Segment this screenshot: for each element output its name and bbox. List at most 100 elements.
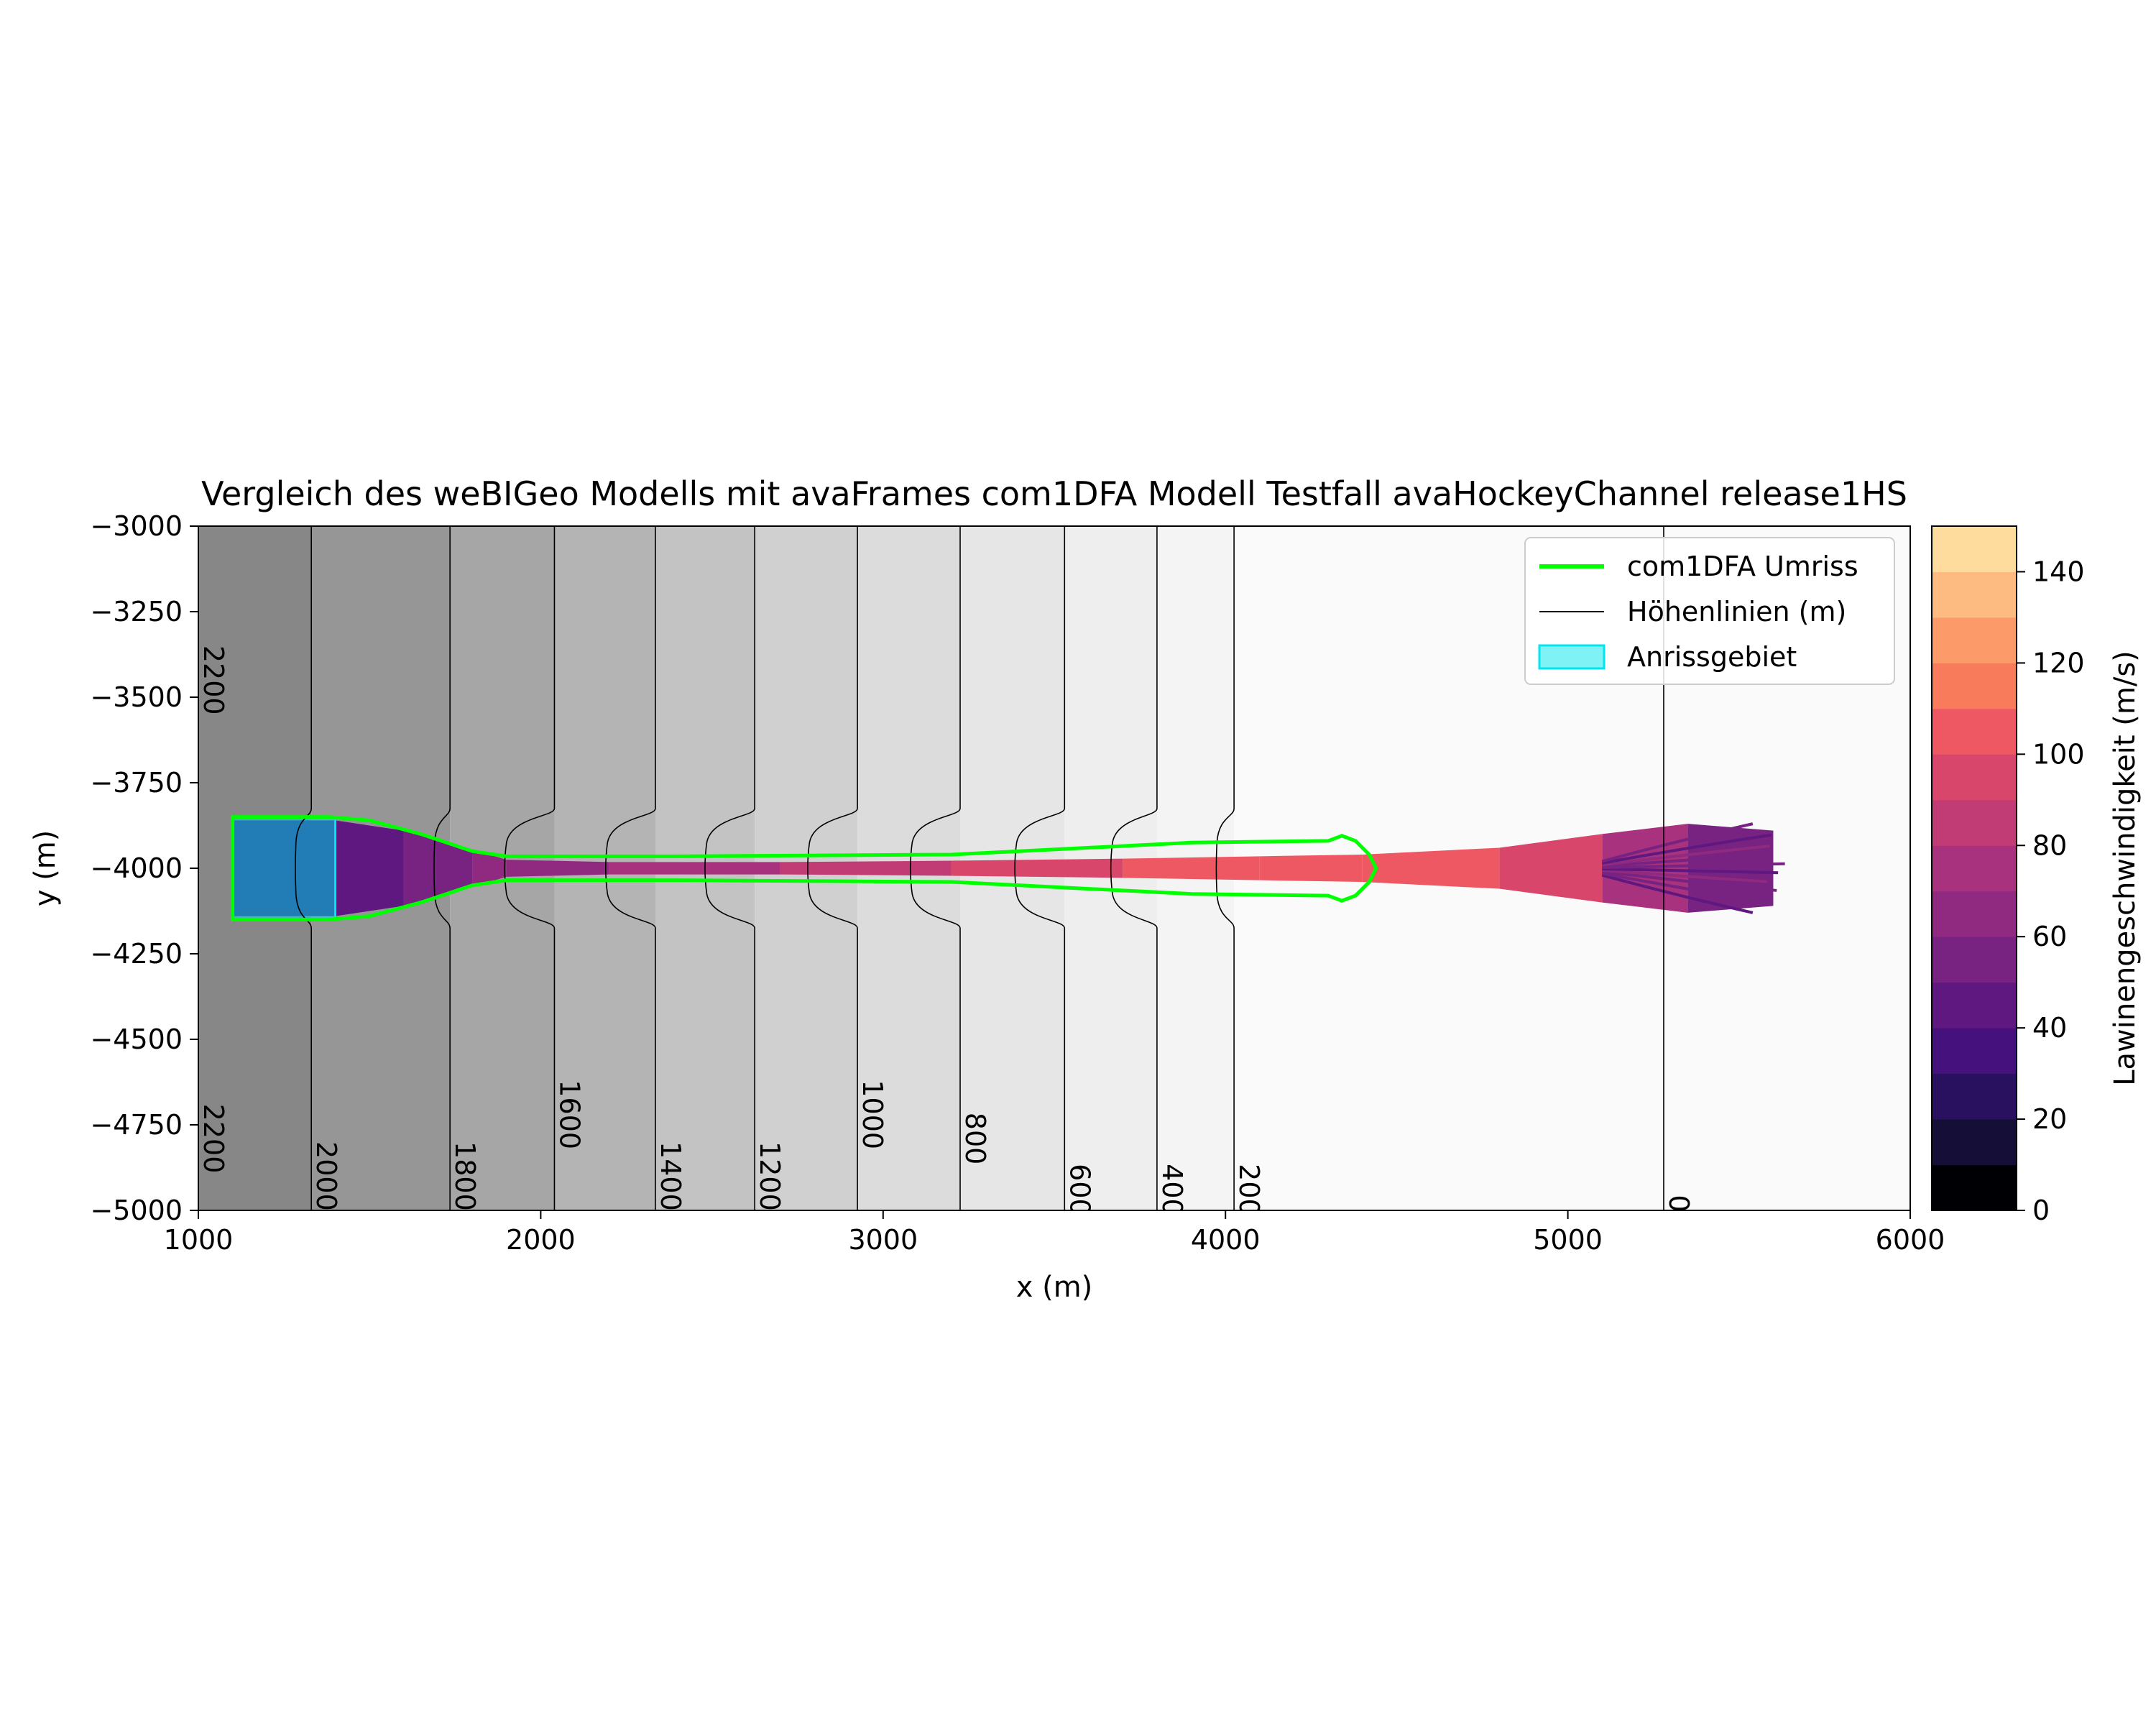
x-tick-label-5: 6000 — [1876, 1224, 1945, 1256]
colorbar-tick-label-3: 60 — [2032, 921, 2067, 952]
runout-finger-0 — [1601, 873, 1754, 914]
velocity-segment-6 — [780, 860, 952, 876]
colorbar-tick-label-0: 0 — [2032, 1195, 2050, 1226]
y-tick-label-8: −5000 — [90, 1195, 183, 1226]
y-tick-label-2: −3500 — [90, 681, 183, 713]
y-tick-label-7: −4750 — [90, 1109, 183, 1141]
runout-finger-3 — [1602, 868, 1767, 883]
contour-label-10: 400 — [1156, 1164, 1188, 1216]
contour-label-0: 2200 — [198, 645, 229, 715]
colorbar-bin-14 — [1932, 526, 2017, 572]
contour-label-1: 2200 — [198, 1104, 229, 1174]
colorbar-bin-12 — [1932, 617, 2017, 663]
legend-label-outline: com1DFA Umriss — [1627, 551, 1858, 582]
contour-label-12: 0 — [1663, 1195, 1695, 1212]
x-tick-label-2: 3000 — [848, 1224, 918, 1256]
colorbar-bin-9 — [1932, 754, 2017, 801]
contour-label-9: 600 — [1064, 1164, 1095, 1216]
colorbar-tick-label-7: 140 — [2032, 556, 2085, 587]
colorbar-bin-11 — [1932, 663, 2017, 709]
y-axis-label: y (m) — [29, 830, 62, 907]
velocity-segment-3 — [472, 849, 507, 888]
elevation-contours — [198, 526, 1664, 1210]
velocity-segment-1 — [335, 820, 404, 916]
runout-finger-2 — [1602, 870, 1777, 892]
colorbar-bin-7 — [1932, 845, 2017, 892]
y-tick-label-6: −4500 — [90, 1024, 183, 1055]
contour-line-1200 — [704, 526, 755, 1210]
colorbar-tick-label-2: 40 — [2032, 1012, 2067, 1044]
velocity-segment-4 — [506, 860, 609, 877]
y-tick-label-3: −3750 — [90, 767, 183, 799]
colorbar-bin-1 — [1932, 1119, 2017, 1166]
colorbar-bin-6 — [1932, 891, 2017, 937]
colorbar-bin-3 — [1932, 1028, 2017, 1075]
contour-line-400 — [1110, 526, 1158, 1210]
x-axis: 1000 2000 3000 4000 5000 6000 — [164, 1210, 1945, 1256]
colorbar: 0 20 40 60 80 100 120 140 — [1931, 525, 2085, 1226]
legend-box — [1524, 537, 1895, 685]
velocity-segment-5 — [609, 862, 780, 875]
contour-label-3: 1800 — [449, 1141, 481, 1211]
velocity-segment-11 — [1499, 834, 1603, 903]
contour-label-4: 1600 — [553, 1080, 585, 1149]
y-tick-label-1: −3250 — [90, 596, 183, 627]
y-axis: −3000 −3250 −3500 −3750 −4000 −4250 −4500 −4750… — [90, 510, 198, 1226]
colorbar-bin-0 — [1932, 1164, 2017, 1211]
contour-label-8: 800 — [959, 1113, 991, 1165]
velocity-segment-8 — [1123, 856, 1260, 880]
legend-label-contours: Höhenlinien (m) — [1627, 596, 1846, 627]
chart-title: Vergleich des weBIGeo Modells mit avaFra… — [201, 474, 1907, 513]
contour-line-200 — [1215, 526, 1235, 1210]
contour-line-800 — [910, 526, 961, 1210]
colorbar-tick-label-4: 80 — [2032, 829, 2067, 861]
velocity-segment-7 — [952, 858, 1123, 878]
velocity-segment-9 — [1259, 854, 1363, 883]
colorbar-frame — [1931, 525, 2017, 1211]
runout-finger-4 — [1602, 867, 1779, 875]
velocity-segment-2 — [403, 830, 473, 906]
x-tick-label-1: 2000 — [506, 1224, 576, 1256]
contour-label-7: 1000 — [857, 1080, 888, 1149]
legend-swatch-release — [1538, 644, 1606, 670]
colorbar-bin-2 — [1932, 1073, 2017, 1120]
velocity-segment-10 — [1362, 847, 1500, 889]
colorbar-bin-8 — [1932, 799, 2017, 846]
y-tick-label-0: −3000 — [90, 510, 183, 542]
contour-line-1000 — [807, 526, 858, 1210]
colorbar-bin-5 — [1932, 937, 2017, 983]
runout-finger-5 — [1602, 862, 1785, 870]
contour-line-1400 — [605, 526, 656, 1210]
colorbar-bin-13 — [1932, 571, 2017, 618]
contour-label-5: 1400 — [655, 1141, 686, 1211]
colorbar-tick-label-1: 20 — [2032, 1103, 2067, 1135]
x-tick-label-4: 5000 — [1533, 1224, 1603, 1256]
legend-label-release: Anrissgebiet — [1627, 641, 1797, 673]
contour-line-1800 — [433, 526, 451, 1210]
runout-finger-8 — [1601, 833, 1772, 865]
runout-finger-9 — [1601, 822, 1754, 863]
runout-finger-7 — [1601, 845, 1770, 867]
legend: com1DFA Umriss Höhenlinien (m) Anrissgeb… — [1524, 537, 1895, 685]
colorbar-tick-label-5: 100 — [2032, 738, 2085, 770]
contour-line-600 — [1014, 526, 1066, 1210]
colorbar-bin-10 — [1932, 708, 2017, 755]
contour-label-11: 200 — [1233, 1164, 1265, 1216]
com1dfa-outline — [231, 815, 1378, 921]
x-axis-label: x (m) — [1016, 1271, 1093, 1304]
release-area — [231, 816, 337, 921]
colorbar-bin-4 — [1932, 982, 2017, 1029]
runout-finger-6 — [1602, 853, 1767, 868]
runout-fingers — [1601, 822, 1785, 914]
contour-label-2: 2000 — [310, 1141, 342, 1211]
y-tick-label-5: −4250 — [90, 938, 183, 970]
colorbar-tick-label-6: 120 — [2032, 647, 2085, 678]
contour-label-6: 1200 — [754, 1141, 786, 1211]
runout-finger-1 — [1601, 872, 1765, 903]
y-tick-label-4: −4000 — [90, 852, 183, 884]
contour-line-1600 — [504, 526, 556, 1210]
colorbar-label: Lawinengeschwindigkeit (m/s) — [2109, 650, 2142, 1086]
